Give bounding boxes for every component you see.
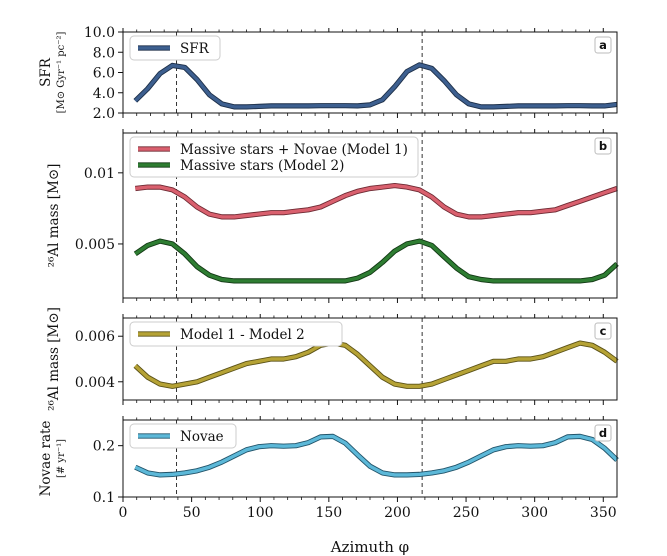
xtick-label: 100 <box>247 505 274 521</box>
panel-d-letter-badge <box>594 424 612 442</box>
panel-a-letter-badge <box>594 36 612 54</box>
xtick-label: 300 <box>521 505 548 521</box>
xtick-label: 250 <box>453 505 480 521</box>
x-axis-label: Azimuth φ <box>330 538 409 556</box>
panel-d-letter: d <box>599 426 607 440</box>
panel-b: 0.005 0.01 ²⁶Al mass [M⊙] Massive stars + N… <box>46 129 619 303</box>
xtick-label: 200 <box>384 505 411 521</box>
panel-d-ylabel-unit: [# yr⁻¹] <box>56 439 67 478</box>
panel-a-ytick-label: 6.0 <box>93 66 115 82</box>
panel-d-legend: Novae <box>129 423 237 449</box>
xtick-label: 150 <box>315 505 342 521</box>
panel-d-ytick-label: 0.2 <box>93 439 115 455</box>
panel-c-legend: Model 1 - Model 2 <box>129 321 343 347</box>
panel-c-ytick-label: 0.004 <box>75 375 115 391</box>
panel-b-legend-label-1: Massive stars + Novae (Model 1) <box>180 142 408 158</box>
panel-a-ylabel-unit: [M⊙ Gyr⁻¹ pc⁻²] <box>56 32 67 114</box>
panel-c-legend-box <box>129 321 343 347</box>
panel-c-letter-badge <box>594 322 612 340</box>
panel-b-legend-label-2: Massive stars (Model 2) <box>180 158 344 174</box>
panel-d-legend-box <box>129 423 237 449</box>
panel-b-ytick-label: 0.005 <box>75 237 115 253</box>
panel-b-series-2-line <box>134 239 619 283</box>
panel-a-ytick-label: 8.0 <box>93 45 115 61</box>
panel-c: 0.004 0.006 ²⁶Al mass [M⊙] Model 1 - Model … <box>46 307 619 411</box>
panel-b-letter: b <box>599 139 607 153</box>
panel-d-series-1-line <box>134 434 619 477</box>
panel-a-ytick-label: 4.0 <box>93 86 115 102</box>
panel-b-ylabel: ²⁶Al mass [M⊙] <box>46 164 62 268</box>
panel-b-legend: Massive stars + Novae (Model 1)Massive s… <box>129 136 419 178</box>
panel-b-legend-box <box>129 136 419 178</box>
panel-c-ylabel: ²⁶Al mass [M⊙] <box>46 307 62 411</box>
panel-a-letter: a <box>599 38 607 52</box>
panel-c-legend-label-1: Model 1 - Model 2 <box>180 327 305 343</box>
panel-a-legend: SFR <box>129 35 221 61</box>
panel-d-legend-label-1: Novae <box>180 429 224 445</box>
panel-b-ytick-label: 0.01 <box>84 166 115 182</box>
panel-a-ytick-label: 2.0 <box>93 106 115 122</box>
xtick-label: 50 <box>183 505 201 521</box>
panel-a-ytick-label: 10.0 <box>84 25 115 41</box>
panel-a-legend-box <box>129 35 221 61</box>
panel-c-letter: c <box>600 324 607 338</box>
panel-a-legend-label-1: SFR <box>180 41 210 57</box>
panel-b-series-1-line <box>135 183 618 219</box>
panel-d-ylabel: Novae rate <box>38 421 54 497</box>
panel-b-letter-badge <box>594 137 612 155</box>
panel-c-ytick-label: 0.006 <box>75 329 115 345</box>
panel-d: 0.1 0.2 Novae rate [# yr⁻¹] Novae d <box>38 416 619 506</box>
xtick-label: 350 <box>590 505 617 521</box>
panel-a-series-1-line <box>134 63 618 109</box>
panel-d-ytick-label: 0.1 <box>93 490 115 506</box>
panel-a-ylabel: SFR <box>38 57 54 87</box>
panel-c-series-1-line <box>134 341 619 388</box>
xtick-label: 0 <box>119 505 128 521</box>
